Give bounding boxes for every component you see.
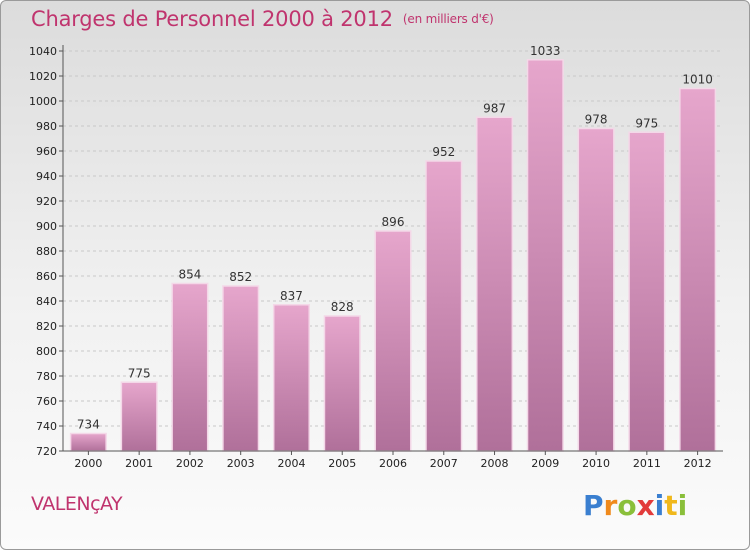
bar-value-label: 854 [178,268,201,282]
bar-value-label: 952 [432,145,455,159]
x-tick-label: 2004 [277,457,305,470]
bar-value-label: 734 [77,418,100,432]
y-tick-label: 740 [36,420,57,433]
bar [374,230,412,452]
bar [526,59,564,452]
bar [577,127,615,452]
chart-subtitle: (en milliers d'€) [402,12,494,26]
logo-letter: t [664,489,678,522]
bar-value-label: 896 [382,215,405,229]
bar-value-label: 978 [585,113,608,127]
x-tick-label: 2009 [531,457,559,470]
logo-letter: i [654,489,665,522]
chart-title-text: Charges de Personnel 2000 à 2012 [31,7,393,31]
y-tick-label: 780 [36,370,57,383]
bar-value-label: 987 [483,101,506,115]
x-tick-label: 2002 [176,457,204,470]
bar-value-label: 775 [128,366,151,380]
y-tick-label: 840 [36,295,57,308]
x-tick-label: 2012 [684,457,712,470]
bar-value-label: 975 [635,116,658,130]
logo-letter: P [583,489,604,522]
commune-name: VALENçAY [31,493,123,515]
x-tick-label: 2000 [74,457,102,470]
bar-value-label: 1010 [682,73,713,87]
y-tick-label: 800 [36,345,57,358]
logo-letter: r [603,489,618,522]
x-tick-label: 2008 [481,457,509,470]
y-tick-label: 940 [36,170,57,183]
logo-letter: i [677,489,688,522]
y-tick-label: 900 [36,220,57,233]
y-tick-label: 960 [36,145,57,158]
y-tick-label: 920 [36,195,57,208]
bar [476,116,514,452]
chart-title: Charges de Personnel 2000 à 2012 (en mill… [31,7,494,31]
bar [323,315,361,452]
logo-letter: x [636,489,655,522]
bar [69,432,107,452]
bar-value-label: 828 [331,300,354,314]
x-tick-label: 2001 [125,457,153,470]
bar-value-label: 1033 [530,44,561,58]
x-tick-label: 2007 [430,457,458,470]
y-tick-label: 860 [36,270,57,283]
bar [425,160,463,452]
y-tick-label: 820 [36,320,57,333]
bar [171,282,209,452]
y-tick-label: 880 [36,245,57,258]
y-tick-label: 760 [36,395,57,408]
y-tick-label: 1040 [29,45,57,58]
labels: 720 740 760 780 800 820 840 860 880 900 920 940 960 9… [29,44,713,470]
x-tick-label: 2010 [582,457,610,470]
bar [628,131,666,452]
bar [120,381,158,452]
y-tick-label: 1000 [29,95,57,108]
y-tick-label: 720 [36,445,57,458]
bars [69,59,717,452]
bar [222,285,260,452]
bar-value-label: 852 [229,270,252,284]
bar [679,87,717,452]
y-tick-label: 1020 [29,70,57,83]
x-tick-label: 2006 [379,457,407,470]
x-tick-label: 2011 [633,457,661,470]
bar-value-label: 837 [280,289,303,303]
axes [59,45,723,455]
proxiti-logo: Proxiti [583,489,687,522]
bar [272,304,310,452]
x-tick-label: 2005 [328,457,356,470]
y-tick-label: 980 [36,120,57,133]
x-tick-label: 2003 [227,457,255,470]
logo-letter: o [617,489,637,522]
